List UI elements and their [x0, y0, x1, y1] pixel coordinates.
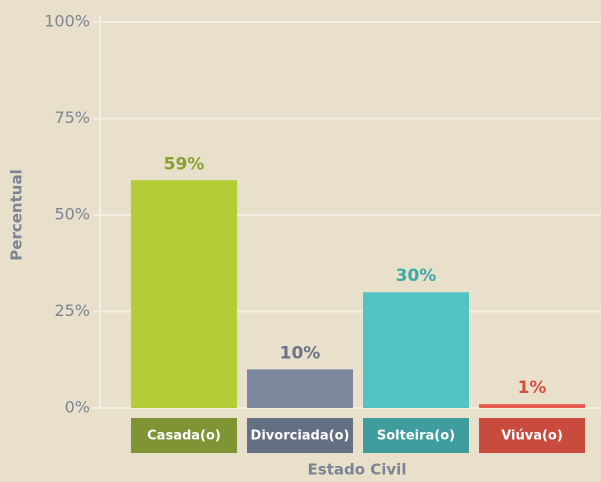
y-axis-title: Percentual — [8, 169, 26, 260]
value-label: 1% — [518, 378, 547, 398]
y-tick-label: 75% — [54, 108, 90, 127]
y-tick-label: 0% — [65, 398, 90, 417]
value-label: 30% — [396, 266, 437, 286]
bar — [131, 180, 237, 408]
category-box — [247, 418, 353, 453]
x-tick-label: Solteira(o) — [377, 429, 455, 444]
value-label: 10% — [280, 343, 321, 363]
y-tick-label: 25% — [54, 301, 90, 320]
category-box — [363, 418, 469, 453]
x-axis-title: Estado Civil — [308, 461, 407, 479]
x-tick-label: Casada(o) — [147, 429, 221, 444]
value-label: 59% — [164, 154, 205, 174]
bar — [363, 292, 469, 408]
y-tick-label: 50% — [54, 205, 90, 224]
category-box — [479, 418, 585, 453]
y-tick-label: 100% — [44, 12, 90, 31]
x-tick-label: Divorciada(o) — [251, 429, 350, 444]
category-box — [131, 418, 237, 453]
x-tick-label: Viúva(o) — [501, 429, 563, 444]
bar — [479, 404, 585, 408]
bar — [247, 369, 353, 408]
